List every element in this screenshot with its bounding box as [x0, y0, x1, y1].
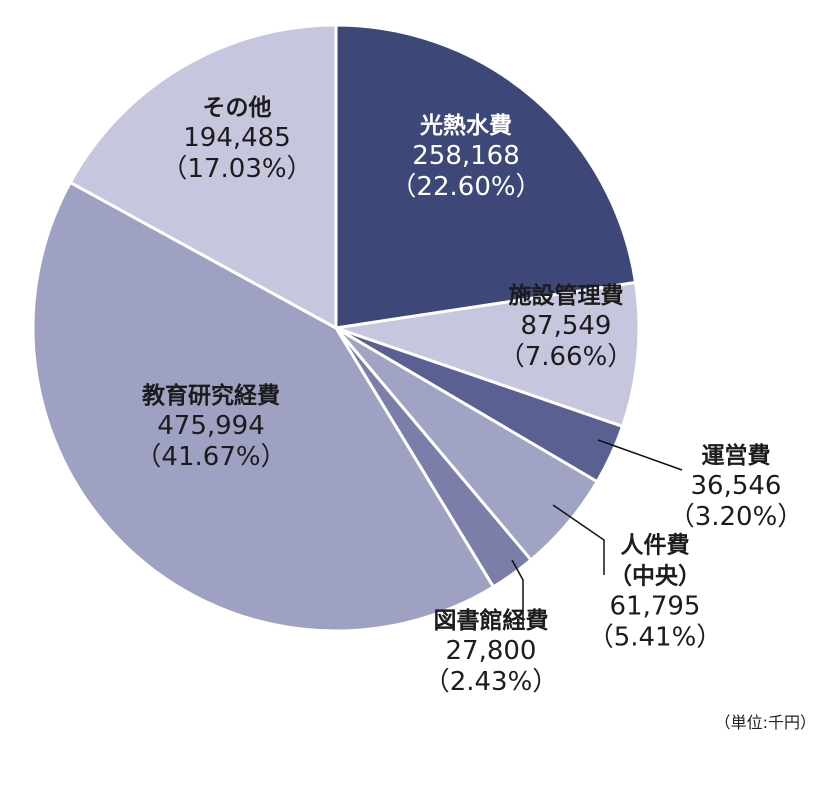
slice-label: 人件費 （中央） 61,795 （5.41%） [588, 533, 723, 653]
slice-name: 施設管理費 [509, 282, 624, 309]
slice-percent: （22.60%） [390, 172, 541, 202]
slice-name: （中央） [609, 563, 701, 590]
slice-percent: （7.66%） [499, 342, 634, 372]
leader-line [552, 504, 605, 575]
slice-label: 運営費 36,546 （3.20%） [669, 442, 804, 532]
slice-label: その他 194,485 （17.03%） [161, 95, 312, 184]
slice-value: 61,795 [610, 592, 701, 622]
slice-label: 光熱水費 258,168 （22.60%） [390, 113, 541, 202]
slice-value: 194,485 [183, 123, 291, 153]
slice-label: 教育研究経費 475,994 （41.67%） [135, 382, 286, 472]
slice-name: 教育研究経費 [142, 382, 280, 409]
pie-slice [31, 180, 495, 633]
slice-name: 図書館経費 [434, 607, 549, 634]
slice-percent: （17.03%） [161, 154, 312, 184]
slice-value: 475,994 [157, 411, 265, 441]
slice-label: 図書館経費 27,800 （2.43%） [424, 607, 559, 697]
slice-value: 87,549 [521, 311, 612, 341]
slice-percent: （2.43%） [424, 667, 559, 697]
leader-line [511, 559, 524, 628]
unit-note: （単位:千円） [714, 713, 816, 732]
slice-value: 258,168 [412, 141, 520, 171]
slice-name: 光熱水費 [419, 113, 512, 139]
pie-slice [334, 280, 641, 428]
slice-value: 36,546 [691, 471, 782, 501]
slice-label: 施設管理費 87,549 （7.66%） [499, 282, 634, 372]
pie-slice [68, 23, 338, 330]
leader-lines [511, 439, 683, 628]
slice-percent: （5.41%） [588, 623, 723, 653]
slice-name: その他 [203, 95, 272, 121]
slice-name: 人件費 [621, 533, 690, 559]
slice-labels: 光熱水費 258,168 （22.60%） 施設管理費 87,549 （7.66%） 運営費… [135, 95, 803, 697]
slice-percent: （41.67%） [135, 442, 286, 472]
slice-percent: （3.20%） [669, 502, 804, 532]
pie-slices [31, 23, 641, 633]
pie-slice [334, 23, 638, 330]
leader-line [597, 439, 683, 471]
slice-name: 運営費 [702, 442, 771, 469]
slice-value: 27,800 [446, 636, 537, 666]
